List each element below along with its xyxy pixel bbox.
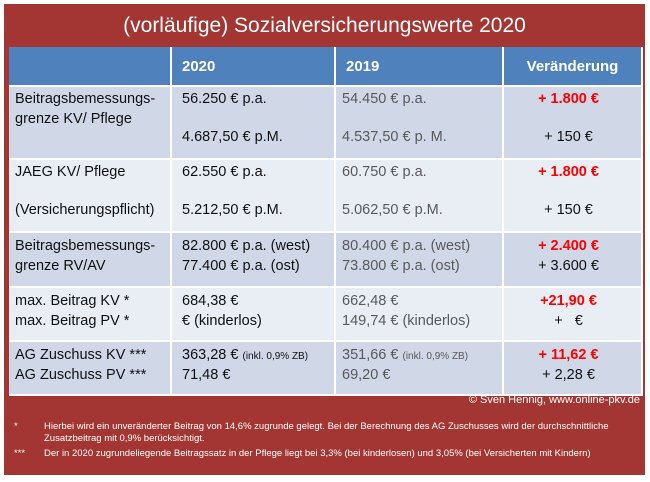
label-line: grenze KV/ Pflege	[15, 111, 132, 127]
footnote-text: Der in 2020 zugrundeliegende Beitragssat…	[44, 448, 591, 459]
value-line: 60.750 € p.a.	[342, 164, 427, 180]
header-2019: 2019	[335, 47, 504, 87]
value-line: 149,74 € (kinderlos)	[342, 313, 471, 329]
value-change: + 1.800 € + 150 €	[503, 159, 643, 233]
value-line: 77.400 € p.a. (ost)	[182, 258, 300, 274]
value-line: 54.450 € p.a.	[342, 91, 427, 107]
change-line: + 150 €	[544, 202, 593, 218]
table-row-bbg-kv: Beitragsbemessungs- grenze KV/ Pflege 56…	[9, 86, 643, 160]
label-line: Beitragsbemessungs-	[15, 238, 156, 254]
value-change: +21,90 € + €	[503, 287, 643, 342]
footnote-mark: *	[14, 421, 18, 432]
row-label: JAEG KV/ Pflege (Versicherungspflicht)	[9, 159, 172, 233]
table-header-row: 2020 2019 Veränderung	[9, 47, 643, 87]
value-line: 5.212,50 € p.M.	[182, 202, 283, 218]
label-line: (Versicherungspflicht)	[15, 202, 155, 218]
change-line: + 2.400 €	[538, 238, 599, 254]
table-row-max-beitrag: max. Beitrag KV * max. Beitrag PV * 684,…	[9, 287, 643, 342]
table-row-bbg-rv: Beitragsbemessungs- grenze RV/AV 82.800 …	[9, 232, 643, 288]
value-line: 363,28 €	[182, 347, 239, 363]
value-2019: 54.450 € p.a. 4.537,50 € p. M.	[335, 86, 504, 160]
value-2019: 351,66 € (inkl. 0,9% ZB) 69,20 €	[335, 341, 504, 396]
row-label: AG Zuschuss KV *** AG Zuschuss PV ***	[9, 341, 172, 396]
label-line: Beitragsbemessungs-	[15, 91, 156, 107]
value-2020: 363,28 € (inkl. 0,9% ZB) 71,48 €	[171, 341, 336, 396]
value-change: + 1.800 € + 150 €	[503, 86, 643, 160]
value-line: 351,66 €	[342, 347, 399, 363]
value-line: 4.687,50 € p.M.	[182, 129, 283, 145]
value-line: 684,38 €	[182, 293, 239, 309]
value-change: + 11,62 € + 2,28 €	[503, 341, 643, 396]
change-line: + €	[554, 313, 583, 329]
row-label: max. Beitrag KV * max. Beitrag PV *	[9, 287, 172, 342]
value-line: 69,20 €	[342, 367, 391, 383]
copyright-note: © Sven Hennig, www.online-pkv.de	[468, 394, 640, 406]
value-change: + 2.400 € + 3.600 €	[503, 232, 643, 288]
row-label: Beitragsbemessungs- grenze RV/AV	[9, 232, 172, 288]
value-note: (inkl. 0,9% ZB)	[242, 351, 309, 362]
value-line: 73.800 € p.a. (ost)	[342, 258, 460, 274]
table-row-jaeg: JAEG KV/ Pflege (Versicherungspflicht) 6…	[9, 159, 643, 233]
value-line: € (kinderlos)	[182, 313, 262, 329]
change-line: + 11,62 €	[538, 347, 599, 363]
value-2020: 56.250 € p.a. 4.687,50 € p.M.	[171, 86, 336, 160]
header-2020: 2020	[171, 47, 336, 87]
label-line: max. Beitrag PV *	[15, 313, 130, 329]
value-line: 62.550 € p.a.	[182, 164, 267, 180]
value-line: 56.250 € p.a.	[182, 91, 267, 107]
value-2020: 684,38 € € (kinderlos)	[171, 287, 336, 342]
label-line: AG Zuschuss KV ***	[15, 347, 147, 363]
change-line: +21,90 €	[540, 293, 597, 309]
label-line: JAEG KV/ Pflege	[15, 164, 126, 180]
value-line: 662,48 €	[342, 293, 399, 309]
change-line: + 2,28 €	[542, 367, 595, 383]
value-line: 71,48 €	[182, 367, 231, 383]
values-table: 2020 2019 Veränderung Beitragsbemessungs…	[9, 47, 643, 396]
value-2019: 60.750 € p.a. 5.062,50 € p.M.	[335, 159, 504, 233]
value-note: (inkl. 0,9% ZB)	[402, 351, 469, 362]
value-line: 82.800 € p.a. (west)	[182, 238, 311, 254]
header-label	[9, 47, 172, 87]
label-line: AG Zuschuss PV ***	[15, 367, 147, 383]
change-line: + 1.800 €	[538, 164, 599, 180]
row-label: Beitragsbemessungs- grenze KV/ Pflege	[9, 86, 172, 160]
header-change: Veränderung	[503, 47, 643, 87]
label-line: grenze RV/AV	[15, 258, 106, 274]
change-line: + 1.800 €	[538, 91, 599, 107]
value-line: 4.537,50 € p. M.	[342, 129, 447, 145]
slide-title: (vorläufige) Sozialversicherungswerte 20…	[123, 14, 526, 37]
change-line: + 150 €	[544, 129, 593, 145]
value-2020: 62.550 € p.a. 5.212,50 € p.M.	[171, 159, 336, 233]
value-line: 5.062,50 € p.M.	[342, 202, 443, 218]
value-2019: 662,48 € 149,74 € (kinderlos)	[335, 287, 504, 342]
footnote-mark: ***	[14, 448, 26, 459]
label-line: max. Beitrag KV *	[15, 293, 130, 309]
change-line: + 3.600 €	[538, 258, 599, 274]
value-line: 80.400 € p.a. (west)	[342, 238, 471, 254]
value-2020: 82.800 € p.a. (west) 77.400 € p.a. (ost)	[171, 232, 336, 288]
footnote-text: Hierbei wird ein unveränderter Beitrag v…	[44, 421, 609, 444]
table-row-ag-zuschuss: AG Zuschuss KV *** AG Zuschuss PV *** 36…	[9, 341, 643, 396]
value-2019: 80.400 € p.a. (west) 73.800 € p.a. (ost)	[335, 232, 504, 288]
